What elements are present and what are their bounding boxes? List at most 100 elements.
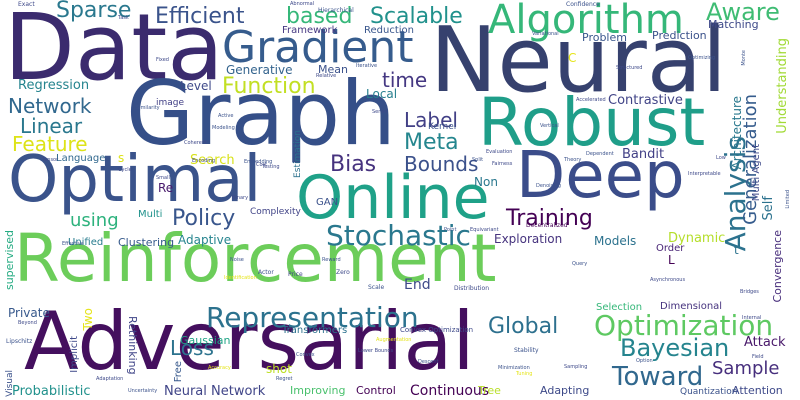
word: Bayesian xyxy=(620,334,730,362)
word: supervised xyxy=(3,230,16,291)
word: s xyxy=(118,151,125,165)
word: Price xyxy=(288,271,303,278)
word: Internal xyxy=(742,315,762,321)
word: Label xyxy=(404,108,458,132)
word: Complexity xyxy=(250,207,301,217)
word: Language xyxy=(56,153,106,164)
word: Robust xyxy=(478,84,706,161)
word: image xyxy=(156,98,185,108)
word: Optimizing xyxy=(688,55,716,61)
word: Embedding xyxy=(244,159,273,165)
word: Sampling xyxy=(564,364,588,370)
word: Exact xyxy=(18,1,35,8)
word: Sample xyxy=(712,358,780,379)
word: Two xyxy=(81,308,95,331)
word: Coherent xyxy=(184,140,207,146)
word: Self xyxy=(761,196,776,221)
word: Augmentation xyxy=(376,337,412,343)
word: Re xyxy=(158,181,174,195)
word: Loss xyxy=(170,336,214,360)
word: Beyond xyxy=(18,320,37,326)
word: Modeling xyxy=(212,125,235,131)
word: Kernel xyxy=(428,122,457,132)
word: Adaptation xyxy=(96,376,124,382)
word: Exploration xyxy=(494,232,563,246)
word: Identification xyxy=(224,275,257,281)
word: Efficient xyxy=(155,4,245,29)
word: Unified xyxy=(68,237,104,248)
word: shot xyxy=(266,362,292,376)
word: Free xyxy=(173,361,184,383)
word: Toward xyxy=(612,362,704,392)
word: Gaussian xyxy=(180,334,231,347)
word: Minimization xyxy=(498,365,530,371)
word: Interpretable xyxy=(688,171,721,177)
word: Matching xyxy=(708,18,759,31)
word: Bandit xyxy=(622,147,665,162)
word: t xyxy=(734,243,739,257)
word: Models xyxy=(594,234,637,248)
word: Reward xyxy=(322,257,341,263)
word: Generative xyxy=(226,63,293,77)
word: Local xyxy=(366,87,398,101)
word: C xyxy=(568,51,577,65)
word: Monte xyxy=(741,50,747,66)
word: Prediction xyxy=(652,29,707,42)
word: Dimensional xyxy=(660,301,723,312)
word: Clustering xyxy=(118,236,175,249)
word: Adversarial xyxy=(24,295,475,388)
word: Hierarchical xyxy=(318,7,354,14)
word: Private xyxy=(8,306,50,320)
word: Tree xyxy=(478,384,501,397)
word: Lipschitz xyxy=(6,338,33,345)
word: Abnormal xyxy=(290,1,315,7)
word: Cycle xyxy=(118,167,132,173)
word: Effective xyxy=(62,241,84,247)
word: Decentralized xyxy=(526,222,568,229)
word: Stability xyxy=(514,347,539,354)
word: Small xyxy=(156,175,170,181)
word: Online xyxy=(296,163,490,233)
word: Quantization xyxy=(680,387,738,397)
word: Distribution xyxy=(454,285,490,292)
word: Representation xyxy=(206,301,419,334)
word: Scale xyxy=(368,284,385,291)
word: Noise xyxy=(230,257,244,263)
word: Descent xyxy=(418,359,439,365)
word: Global xyxy=(488,314,559,339)
word: Visual xyxy=(5,370,15,397)
word: Fixed xyxy=(156,57,169,63)
word: Framework xyxy=(282,25,338,36)
word: Relative xyxy=(316,73,337,79)
word: Vertical xyxy=(540,123,559,129)
word: Fairness xyxy=(492,161,513,167)
word: Algorithm xyxy=(488,0,684,43)
word: Denoising xyxy=(536,183,561,189)
word: Mean xyxy=(318,63,348,76)
word: Selection xyxy=(596,302,643,313)
word: Task xyxy=(118,15,129,21)
word: Accuracy xyxy=(208,365,231,371)
word: Theory xyxy=(564,157,582,163)
word: Encoding xyxy=(192,158,216,164)
word: Bridges xyxy=(740,289,759,295)
word: Tensor xyxy=(42,157,59,163)
word: GAN xyxy=(316,197,339,208)
word: Equivariant xyxy=(470,227,499,233)
word: Transformers xyxy=(282,325,348,336)
word: Lower Bounds xyxy=(358,348,394,354)
word: Network xyxy=(8,94,92,118)
word: Search xyxy=(190,153,235,168)
word: Rethinking xyxy=(126,316,139,375)
word: Neural xyxy=(430,8,727,113)
word: Policy xyxy=(172,206,236,231)
word: Point xyxy=(444,227,457,233)
word: Probabilistic xyxy=(12,384,91,399)
word: Optimization xyxy=(594,309,774,342)
word: Actor xyxy=(258,269,274,276)
word: Attack xyxy=(744,335,786,350)
word: Regret xyxy=(276,376,293,382)
word: Testing xyxy=(262,164,280,170)
word: Multi xyxy=(138,209,163,220)
